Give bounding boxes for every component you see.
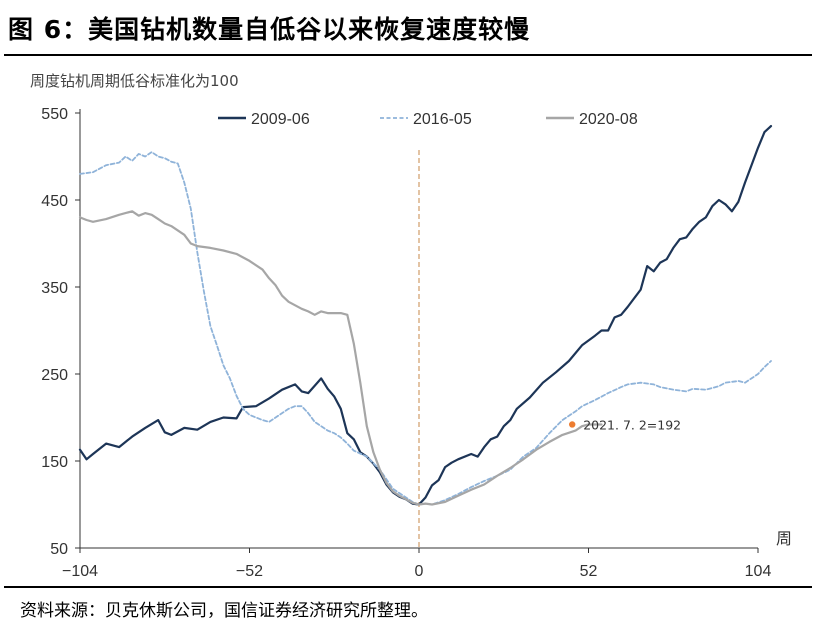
footer-rule: [4, 586, 812, 588]
source-note: 资料来源：贝克休斯公司，国信证券经济研究所整理。: [20, 601, 428, 621]
y-tick-label: 350: [41, 280, 68, 297]
y-tick-label: 250: [41, 367, 68, 384]
x-tick-label: −52: [236, 563, 263, 580]
y-tick-label: 450: [41, 193, 68, 210]
legend-label-2009-06: 2009-06: [251, 111, 310, 128]
x-tick-label: 104: [745, 563, 772, 580]
annotation-label: 2021. 7. 2=192: [583, 417, 681, 432]
x-tick-label: 0: [415, 563, 424, 580]
legend-label-2020-08: 2020-08: [579, 111, 638, 128]
y-tick-label: 150: [41, 454, 68, 471]
title-rule: [4, 54, 812, 56]
figure-title: 图 6：美国钻机数量自低谷以来恢复速度较慢: [8, 15, 531, 44]
x-axis-label: 周: [776, 531, 792, 548]
series-line-2020-08: [78, 210, 603, 506]
plot-area: 2021. 7. 2=192: [78, 125, 773, 548]
legend-label-2016-05: 2016-05: [413, 111, 472, 128]
legend: 2009-06 2016-05 2020-08: [218, 111, 638, 128]
annotation-marker: [569, 421, 576, 428]
series-line-2009-06: [78, 125, 773, 506]
y-tick-label: 550: [41, 106, 68, 123]
x-tick-label: 52: [580, 563, 598, 580]
x-tick-label: −104: [62, 563, 98, 580]
series-line-2016-05: [79, 151, 772, 506]
chart-subtitle: 周度钻机周期低谷标准化为100: [30, 72, 239, 90]
y-tick-label: 50: [50, 541, 68, 558]
